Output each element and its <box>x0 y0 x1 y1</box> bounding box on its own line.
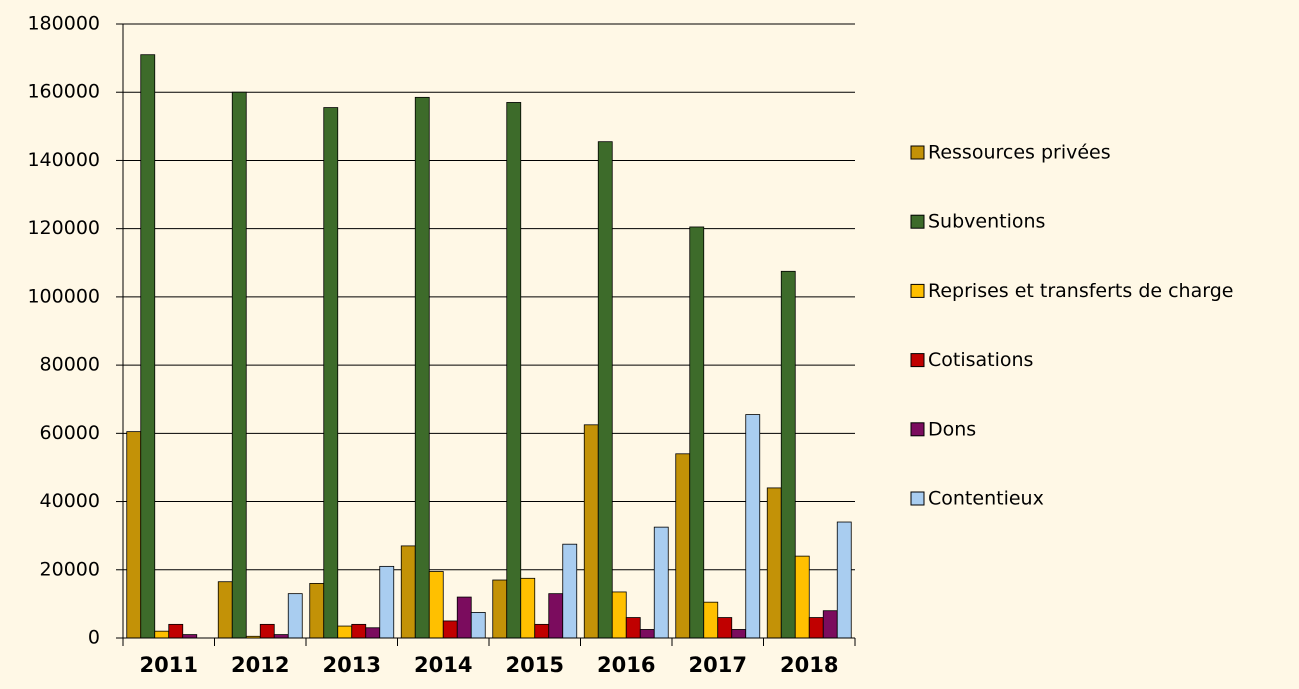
bar <box>675 453 691 639</box>
bar <box>182 634 198 639</box>
bar <box>731 629 747 639</box>
x-tick-label: 2017 <box>689 653 747 677</box>
bar <box>379 565 395 639</box>
bar <box>337 625 353 639</box>
x-tick-label: 2013 <box>323 653 381 677</box>
y-tick-label: 180000 <box>27 13 100 35</box>
legend-swatch <box>910 214 925 229</box>
x-tick-label: 2016 <box>597 653 655 677</box>
legend-label: Subventions <box>928 211 1045 233</box>
x-tick-label: 2012 <box>231 653 289 677</box>
bar <box>365 627 381 639</box>
bar <box>287 593 303 639</box>
legend-label: Cotisations <box>928 349 1033 371</box>
y-tick-label: 40000 <box>40 490 100 512</box>
y-tick-label: 80000 <box>40 354 100 376</box>
bar <box>506 102 522 639</box>
x-tick-label: 2015 <box>506 653 564 677</box>
bar <box>703 601 719 639</box>
bar <box>836 521 852 639</box>
bar <box>745 414 761 639</box>
legend-swatch <box>910 283 925 298</box>
y-tick-label: 60000 <box>40 422 100 444</box>
bar <box>273 634 289 639</box>
bar <box>217 581 233 639</box>
y-tick-label: 100000 <box>27 285 100 307</box>
x-tick-label: 2018 <box>780 653 838 677</box>
legend-label: Ressources privées <box>928 142 1111 164</box>
bar <box>780 270 796 639</box>
legend-label: Contentieux <box>928 488 1044 510</box>
y-tick-label: 20000 <box>40 558 100 580</box>
bar <box>822 610 838 639</box>
y-tick-label: 0 <box>88 627 100 649</box>
bar <box>639 629 655 639</box>
bar <box>140 54 156 639</box>
bar <box>808 617 824 639</box>
bar <box>470 612 486 639</box>
bar <box>492 579 508 639</box>
x-tick-label: 2011 <box>140 653 198 677</box>
bar <box>456 596 472 639</box>
bar <box>534 623 550 639</box>
bar <box>259 623 275 639</box>
bar <box>583 424 599 639</box>
x-tick-label: 2014 <box>414 653 472 677</box>
bar <box>323 107 339 639</box>
bar <box>154 630 170 639</box>
legend-swatch <box>910 145 925 160</box>
legend-swatch <box>910 491 925 506</box>
bar <box>611 591 627 639</box>
bar <box>231 91 247 639</box>
bar <box>689 226 705 639</box>
bar <box>309 583 325 639</box>
bar <box>562 543 578 639</box>
bar <box>625 617 641 639</box>
bar <box>548 593 564 639</box>
bar <box>400 545 416 639</box>
bar <box>766 487 782 639</box>
bar <box>351 623 367 639</box>
bar <box>168 623 184 639</box>
legend-label: Reprises et transferts de charge <box>928 280 1233 302</box>
bar <box>597 141 613 639</box>
bar <box>794 555 810 639</box>
y-tick-label: 140000 <box>27 149 100 171</box>
legend-label: Dons <box>928 418 976 440</box>
bar <box>414 96 430 639</box>
y-tick-label: 120000 <box>27 217 100 239</box>
bar <box>653 526 669 639</box>
legend-swatch <box>910 353 925 368</box>
bar <box>717 617 733 639</box>
y-tick-label: 160000 <box>27 81 100 103</box>
bar <box>126 431 142 639</box>
legend-swatch <box>910 422 925 437</box>
bar <box>442 620 458 639</box>
bar <box>520 577 536 639</box>
bar <box>428 571 444 639</box>
